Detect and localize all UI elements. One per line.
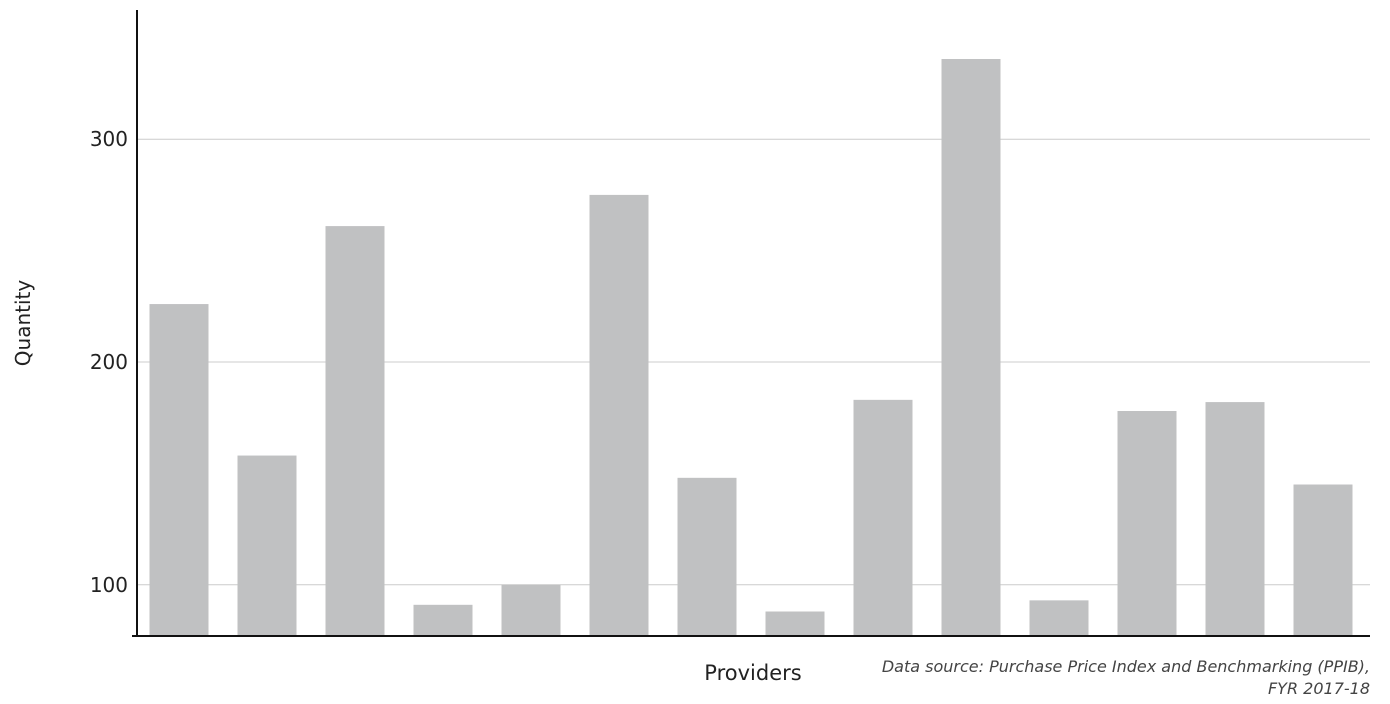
data-source-note: Data source: Purchase Price Index and Be… [881, 657, 1370, 698]
bar-3 [325, 226, 385, 636]
bar-1 [149, 304, 209, 636]
y-tick-labels: 100 200 300 [90, 127, 128, 597]
bar-9 [853, 399, 913, 636]
gridlines [137, 138, 1370, 586]
bar-6 [589, 194, 649, 636]
y-tick-label: 300 [90, 127, 128, 151]
bar-7 [677, 477, 737, 636]
y-tick-label: 100 [90, 573, 128, 597]
bar-14 [1293, 484, 1353, 636]
bar-4 [413, 604, 473, 636]
bar-8 [765, 611, 825, 636]
bars [149, 59, 1353, 636]
bar-13 [1205, 402, 1265, 636]
x-axis-label: Providers [704, 661, 801, 685]
bar-10 [941, 59, 1001, 636]
bar-5 [501, 584, 561, 636]
bar-11 [1029, 600, 1089, 636]
y-tick-label: 200 [90, 350, 128, 374]
bar-12 [1117, 410, 1177, 636]
y-axis-label: Quantity [11, 280, 35, 367]
bar-2 [237, 455, 297, 636]
